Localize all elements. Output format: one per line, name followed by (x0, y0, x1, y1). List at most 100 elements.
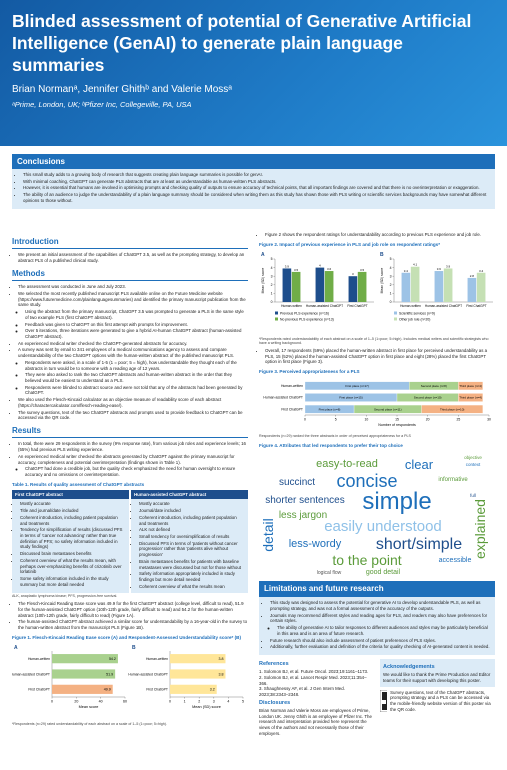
bar (52, 684, 113, 694)
value-label: 3.9 (285, 264, 290, 268)
bullet-list: Figure 2 shows the respondent ratings fo… (259, 232, 495, 238)
bullet: With minimal coaching, ChatGPT can gener… (23, 179, 490, 185)
bullet: Coherent introduction, including patient… (139, 515, 245, 526)
figure-caption: Figure 4. Attributes that led respondent… (259, 442, 403, 448)
category-label: Human-assisted ChatGPT (306, 304, 343, 308)
disclosure-text: Brian Norman and Valerie Moss are employ… (259, 707, 372, 736)
qr-cell (386, 701, 388, 704)
category-label: Human-written (146, 657, 168, 661)
x-tick-label: 40 (99, 699, 103, 703)
value-label: 3.8 (218, 672, 223, 676)
bar (476, 272, 486, 302)
word: to the point (332, 552, 401, 568)
section-heading: Results (12, 426, 248, 439)
bullet-list: This study was designed to assess the po… (264, 600, 490, 650)
sub-bullet: Over 5 iterations, three iterations were… (25, 328, 248, 339)
panel-letter: B (380, 252, 384, 258)
legend-label: Other job role (n=20) (399, 317, 430, 321)
segment-label: Second place (n=10) (414, 396, 442, 400)
category-label: Human-written (28, 657, 50, 661)
small-heading: Acknowledgements (383, 663, 435, 670)
panel-letter: A (261, 252, 265, 258)
category-label: Human-written (400, 304, 421, 308)
bullet: This small study adds to a growing body … (23, 172, 490, 178)
bullet: The assessment was conducted in June and… (18, 284, 248, 290)
bullet: The ability of an audience to judge the … (23, 192, 490, 203)
bullet: Mostly accurate (20, 501, 126, 507)
bullet-list: Overall, 17 respondents (59%) placed the… (259, 348, 495, 365)
y-tick-label: 0 (390, 300, 392, 304)
bullet: Coherent overview of what the results me… (139, 584, 245, 590)
word: context (466, 462, 481, 467)
axis-label: Mean (SD) score (192, 705, 221, 709)
category-label: Human-assisted ChatGPT (128, 672, 168, 676)
bar-segment (458, 381, 484, 391)
legend-swatch (394, 317, 397, 321)
x-tick-label: 20 (426, 418, 430, 422)
x-tick-label: 10 (364, 418, 368, 422)
word: informative (438, 477, 468, 483)
bar (357, 271, 367, 302)
word: succinct (279, 477, 315, 488)
x-tick-label: 0 (51, 699, 53, 703)
category-label: First ChatGPT (28, 687, 50, 691)
word: less jargon (279, 510, 327, 521)
bullet-list: The Flesch-Kincaid Reading Ease score wa… (12, 601, 248, 631)
reference: 2. Solomon BJ, et al. Lancet Respir Med.… (259, 674, 367, 686)
segment-label: First place (n=17) (345, 384, 368, 388)
bullet: Overall, 17 respondents (59%) placed the… (265, 348, 495, 365)
section-body: This study was designed to assess the po… (259, 597, 495, 655)
table-footnote: ALK, anaplastic lymphoma kinase; PFS, pr… (12, 594, 118, 599)
value-label: 3.6 (437, 267, 442, 271)
y-tick-label: 1 (390, 291, 392, 295)
word: concise (336, 471, 397, 491)
bar (443, 268, 453, 302)
segment-label: Second place (n=8) (421, 384, 447, 388)
value-label: 3.2 (210, 687, 215, 691)
value-label: 3.4 (479, 268, 484, 272)
limitations: Limitations and future research This stud… (259, 580, 495, 655)
category-label: First ChatGPT (281, 408, 303, 412)
value-label: 49.9 (104, 687, 111, 691)
y-tick-label: 1 (271, 291, 273, 295)
sub-bullet: ChatGPT had done a credible job, but the… (25, 466, 248, 477)
x-tick-label: 5 (335, 418, 337, 422)
figure-footnote: Respondents (n=29) ranked the three abst… (259, 434, 411, 439)
bullet: Small tendency for oversimplification of… (139, 534, 245, 540)
sub-bullet: Using the abstract from the primary manu… (25, 309, 248, 320)
bar (410, 266, 420, 302)
figure: easy-to-read clear objective context succinc… (260, 455, 488, 576)
section-heading: Methods (12, 269, 248, 282)
figure: A Mean (SD) score 0 1 2 3 4 5 Human-written 3.9 3.… (261, 252, 493, 321)
right-column: Figure 2 shows the respondent ratings fo… (259, 232, 495, 736)
qr-cell (382, 695, 384, 698)
x-tick-label: 30 (487, 418, 491, 422)
table-caption: Table 1. Results of quality assessment o… (12, 481, 145, 487)
value-label: 54.2 (109, 657, 116, 661)
x-tick-label: 4 (227, 699, 229, 703)
sub-bullet: They were also asked to rank the two Cha… (25, 372, 248, 383)
legend-label: No previous PLS experience (n=13) (280, 317, 334, 321)
bullet: We present an initial assessment of the … (18, 252, 248, 263)
x-tick-label: 5 (242, 699, 244, 703)
qr-cell (386, 705, 388, 708)
bullet-list: The assessment was conducted in June and… (12, 284, 248, 421)
qr-cell (386, 695, 388, 698)
value-label: 2.8 (470, 274, 475, 278)
category-label: First ChatGPT (466, 304, 486, 308)
x-tick-label: 3 (213, 699, 215, 703)
bar (401, 272, 411, 302)
qr-cell (386, 691, 388, 694)
legend-swatch (275, 317, 278, 321)
table-column: First ChatGPT abstractMostly accurateTit… (12, 489, 129, 594)
qr-row: Survey questions, text of the ChatGPT ab… (380, 689, 495, 713)
value-label: 3.9 (446, 264, 451, 268)
x-tick-label: 15 (395, 418, 399, 422)
references-block: References 1. Solomon BJ, et al. Future O… (259, 659, 374, 736)
word: less-wordy (289, 538, 342, 550)
qr-cell (386, 703, 388, 706)
bar (291, 271, 301, 302)
word: shorter sentences (265, 495, 345, 506)
figure-caption: Figure 3. Perceived appropriateness for … (259, 369, 360, 375)
word: logical flow (317, 570, 342, 576)
